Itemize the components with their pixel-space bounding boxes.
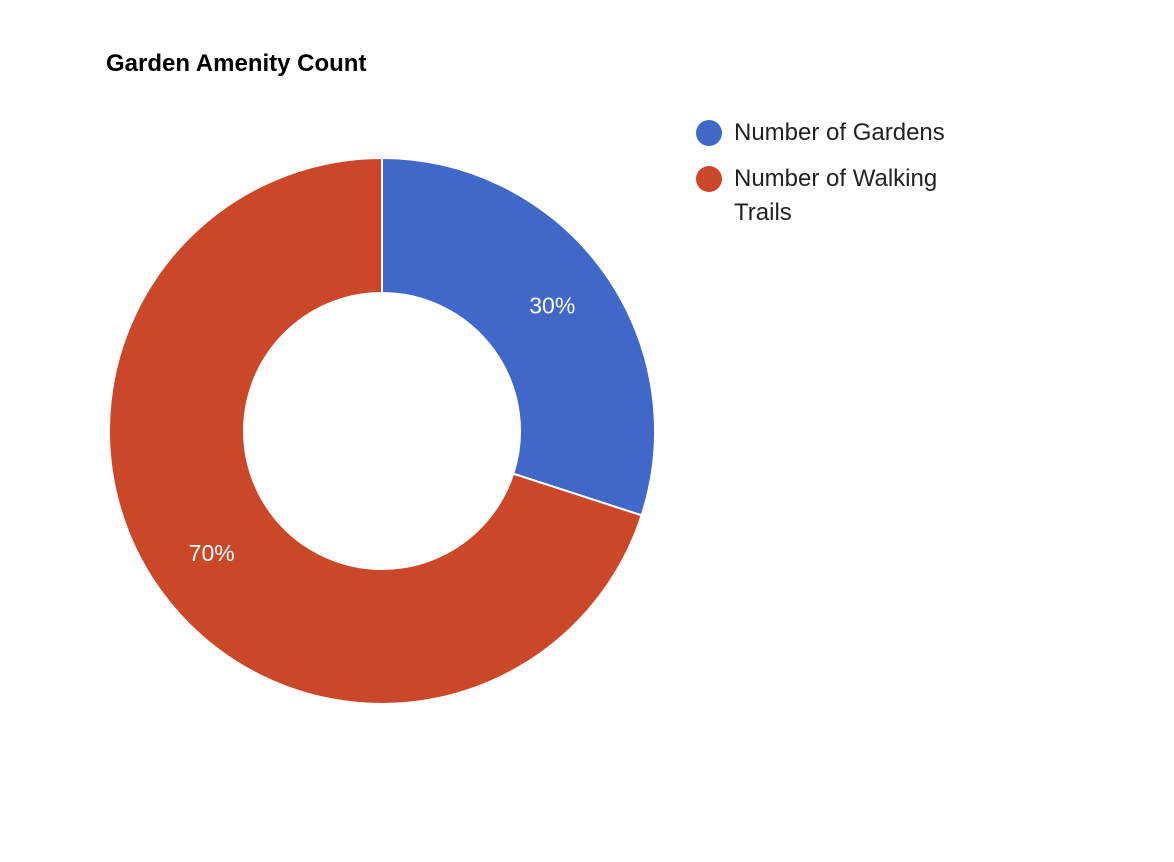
legend: Number of Gardens Number of Walking Trai…: [696, 116, 996, 242]
legend-label-gardens: Number of Gardens: [734, 119, 945, 146]
donut-slice-labels: 30% 70%: [189, 292, 576, 565]
slice-label-gardens: 30%: [529, 292, 575, 318]
legend-item-walking-trails[interactable]: Number of Walking Trails: [696, 162, 996, 230]
legend-swatch-gardens: [696, 120, 722, 146]
donut-slices: [108, 156, 656, 705]
legend-item-gardens[interactable]: Number of Gardens: [696, 116, 996, 150]
slice-label-walking-trails: 70%: [189, 540, 235, 566]
legend-label-walking-trails: Number of Walking Trails: [734, 165, 938, 226]
donut-slice-gardens[interactable]: [381, 156, 656, 517]
chart-title: Garden Amenity Count: [106, 50, 367, 77]
legend-swatch-walking-trails: [696, 166, 722, 192]
donut-slice-walking-trails[interactable]: [108, 156, 643, 705]
